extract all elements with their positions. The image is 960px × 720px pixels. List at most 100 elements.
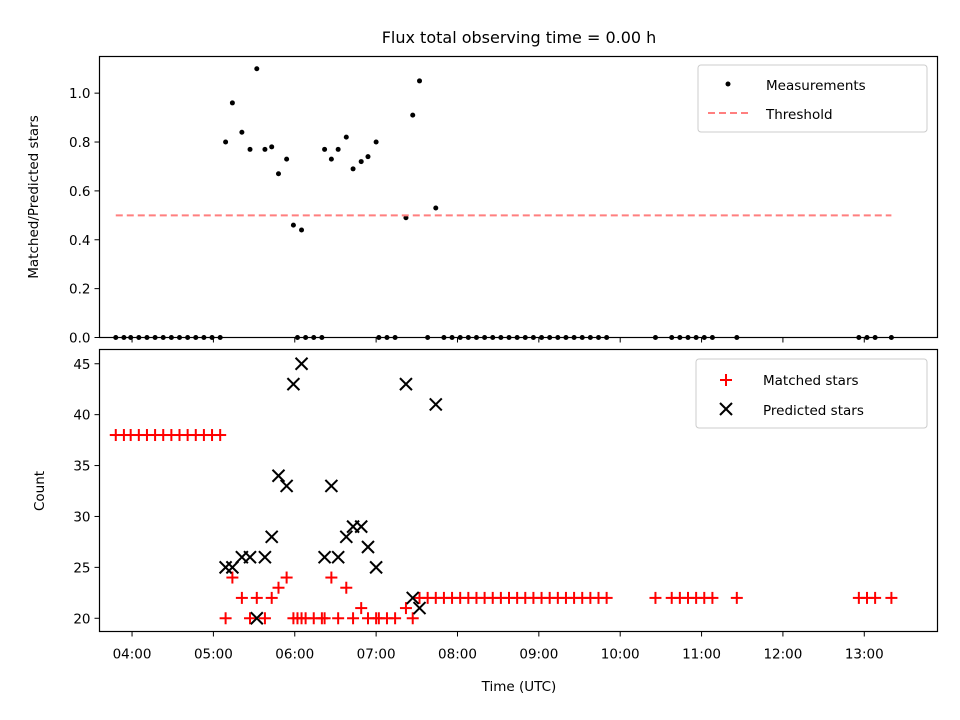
y-tick-label: 1.0	[69, 86, 90, 102]
matched-star-point	[406, 612, 419, 625]
ratio-y-axis-ticks: 0.0 0.2 0.4 0.6 0.8 1.0	[69, 86, 100, 347]
count-marks	[109, 357, 898, 625]
count-legend-box	[695, 358, 928, 429]
x-tick-label: 11:00	[682, 647, 721, 663]
predicted-star-point	[317, 550, 332, 564]
legend-matched-label: Matched stars	[763, 373, 859, 389]
figure-title: Flux total observing time = 0.00 h	[382, 28, 657, 47]
count-y-axis-label: Count	[32, 471, 48, 511]
measurement-point	[328, 156, 334, 162]
predicted-star-point	[286, 377, 301, 391]
measurement-point	[365, 154, 371, 160]
matched-star-point	[272, 581, 285, 594]
x-axis-label: Time (UTC)	[481, 679, 557, 695]
legend-threshold-label: Threshold	[765, 107, 833, 123]
measurement-point	[284, 156, 290, 162]
matched-star-point	[235, 591, 248, 604]
measurement-point	[373, 139, 379, 145]
measurement-point	[350, 166, 356, 172]
ratio-x-axis-ticks	[131, 337, 865, 343]
matched-star-point	[318, 612, 331, 625]
matched-star-point	[340, 581, 353, 594]
legend-measurements-marker	[725, 81, 731, 87]
y-tick-label: 20	[73, 611, 90, 627]
predicted-star-point	[294, 357, 309, 371]
measurement-point	[322, 146, 328, 152]
count-x-axis-ticks: 04:00 05:00 06:00 07:00 08:00 09:00 10:00 11:00…	[113, 631, 884, 663]
measurement-point	[410, 112, 416, 118]
predicted-star-point	[243, 550, 257, 564]
matched-star-point	[280, 571, 293, 584]
matched-star-point	[214, 429, 227, 442]
predicted-star-point	[271, 469, 286, 483]
y-tick-label: 0.6	[69, 184, 90, 200]
matched-star-point	[332, 612, 345, 625]
ratio-legend-box	[697, 64, 928, 133]
count-panel: 20 25 30 35 40 45 04:00 05:00 06:00 07:00 08:00 09…	[32, 348, 939, 695]
predicted-star-point	[406, 591, 420, 605]
legend-matched-marker	[720, 374, 732, 386]
predicted-star-point	[361, 540, 375, 554]
predicted-star-point	[324, 479, 339, 493]
matched-star-point	[869, 591, 882, 604]
measurement-point	[239, 129, 245, 135]
ratio-marks	[113, 66, 894, 340]
x-tick-label: 08:00	[438, 647, 477, 663]
predicted-star-point	[369, 560, 383, 575]
x-tick-label: 04:00	[113, 647, 152, 663]
matched-star-point	[421, 591, 434, 604]
matched-star-point	[649, 591, 662, 604]
predicted-star-point	[258, 550, 272, 564]
matched-star-point	[885, 591, 898, 604]
matched-star-point	[706, 591, 719, 604]
matched-star-point	[325, 571, 338, 584]
ratio-legend: Measurements Threshold	[697, 64, 928, 133]
ratio-plot-frame	[98, 55, 939, 339]
y-tick-label: 25	[73, 560, 90, 576]
y-tick-label: 0.2	[69, 282, 90, 298]
ratio-y-axis-label: Matched/Predicted stars	[26, 115, 42, 278]
matched-star-point	[600, 591, 613, 604]
y-tick-label: 35	[73, 459, 90, 475]
measurement-point	[358, 159, 364, 165]
predicted-star-point	[339, 530, 353, 544]
matched-star-point	[730, 591, 743, 604]
measurement-point	[223, 139, 229, 145]
measurement-point	[433, 205, 439, 211]
measurement-point	[254, 66, 260, 72]
x-tick-label: 05:00	[194, 647, 233, 663]
y-tick-label: 0.4	[69, 233, 90, 249]
measurement-point	[335, 146, 341, 152]
count-legend: Matched stars Predicted stars	[695, 358, 928, 429]
matched-star-point	[226, 571, 239, 584]
predicted-star-point	[429, 397, 443, 412]
matched-star-point	[250, 591, 263, 604]
predicted-star-point	[279, 479, 294, 493]
y-tick-label: 0.8	[69, 135, 90, 151]
matched-star-point	[265, 591, 278, 604]
predicted-star-point	[331, 550, 345, 564]
measurement-point	[343, 134, 349, 140]
y-tick-label: 30	[73, 509, 90, 525]
predicted-star-point	[250, 611, 264, 625]
measurement-point	[290, 222, 296, 228]
matched-star-point	[244, 612, 257, 625]
matched-star-point	[219, 612, 232, 625]
measurement-point	[403, 215, 409, 221]
legend-predicted-label: Predicted stars	[763, 403, 864, 419]
matched-star-point	[347, 612, 360, 625]
legend-predicted-marker	[719, 402, 733, 416]
y-tick-label: 40	[73, 408, 90, 424]
x-tick-label: 10:00	[601, 647, 640, 663]
measurement-point	[229, 100, 235, 106]
predicted-star-point	[265, 530, 279, 544]
matched-star-point	[389, 612, 402, 625]
measurement-point	[262, 146, 268, 152]
measurement-point	[299, 227, 305, 233]
measurement-point	[269, 144, 275, 150]
y-tick-label: 0.0	[69, 331, 90, 347]
y-tick-label: 45	[73, 357, 90, 373]
count-plot-frame	[98, 348, 939, 633]
x-tick-label: 06:00	[275, 647, 314, 663]
